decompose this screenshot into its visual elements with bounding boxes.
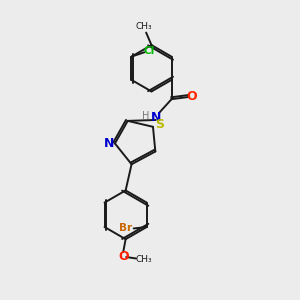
Text: CH₃: CH₃: [136, 255, 152, 264]
Text: N: N: [151, 111, 161, 124]
Text: Br: Br: [119, 224, 132, 233]
Text: CH₃: CH₃: [136, 22, 152, 31]
Text: S: S: [155, 118, 164, 131]
Text: O: O: [187, 90, 197, 103]
Text: Cl: Cl: [144, 46, 155, 56]
Text: O: O: [118, 250, 129, 262]
Text: N: N: [104, 137, 114, 150]
Text: H: H: [142, 111, 150, 122]
